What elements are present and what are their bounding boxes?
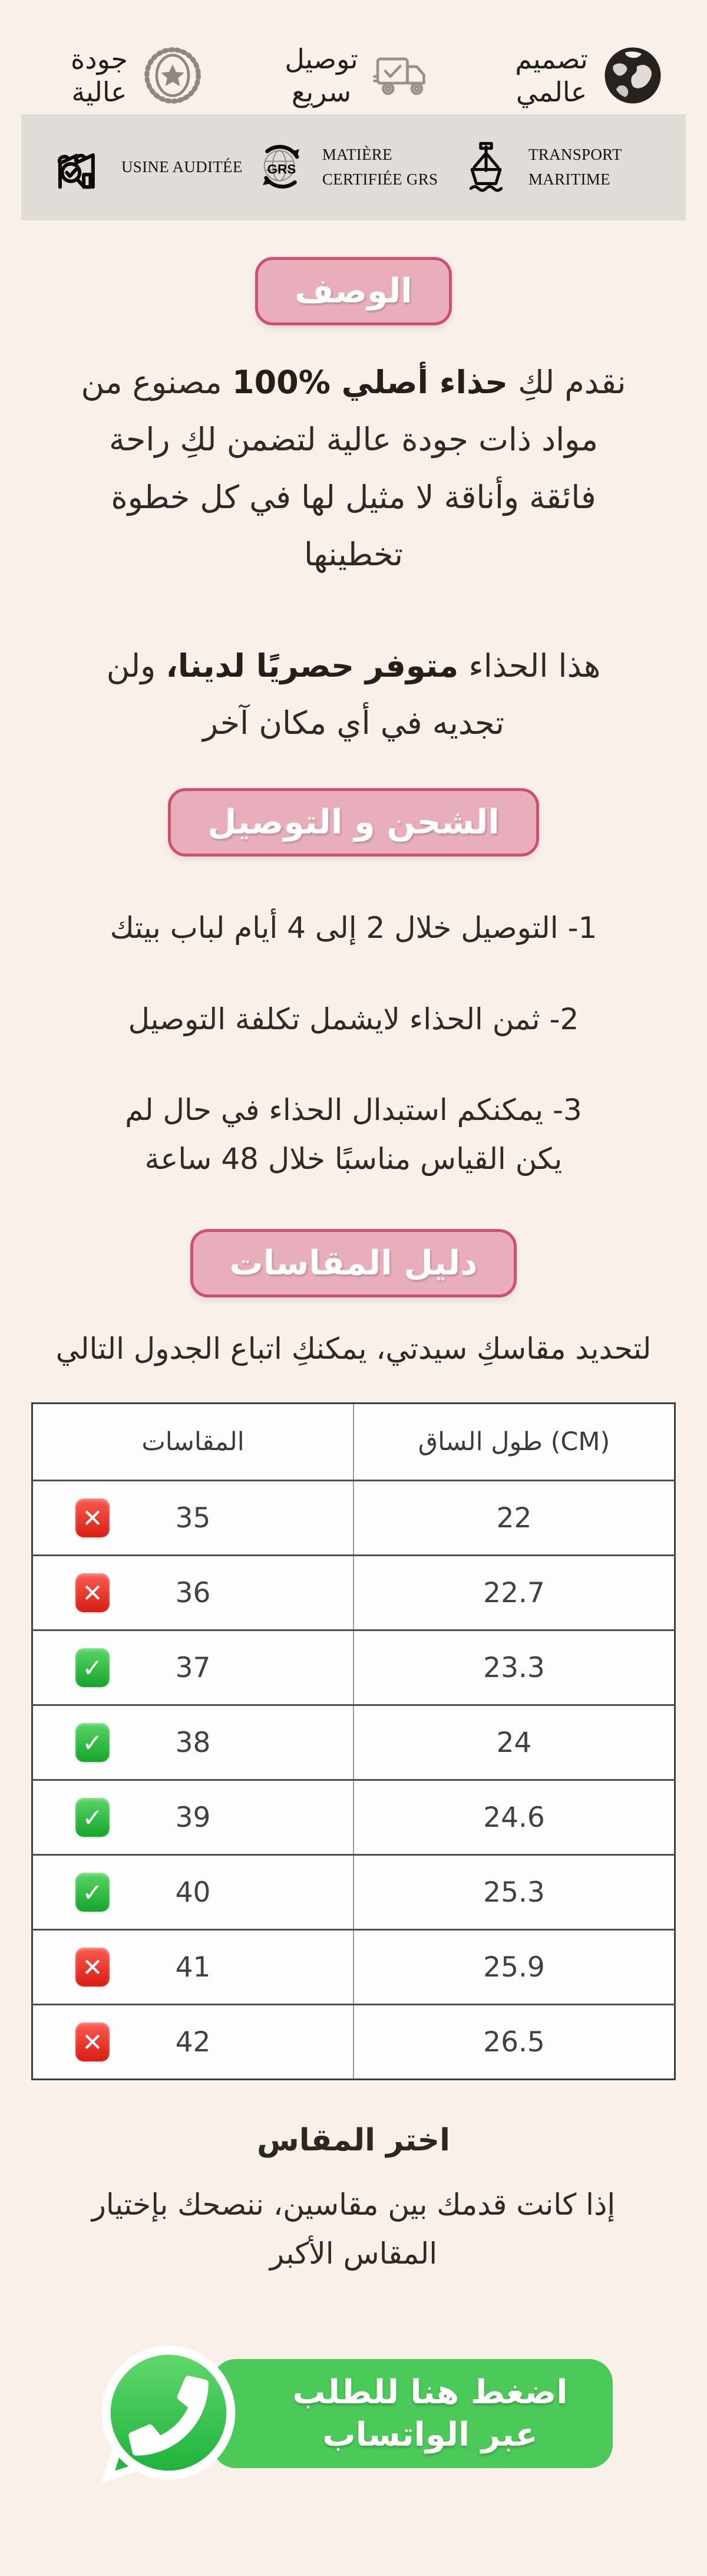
- badge-fast-delivery: توصيل سريع: [285, 42, 435, 108]
- size-advice-text: إذا كانت قدمك بين مقاسين، ننصحك بإختيار …: [91, 2188, 616, 2271]
- badge-label: جودة عالية: [71, 43, 128, 108]
- delivery-truck-icon: [370, 42, 436, 108]
- cert-label: USINE AUDITÉE: [121, 158, 243, 176]
- badge-label: تصميم عالمي: [515, 43, 588, 108]
- badge-high-quality: جودة عالية: [71, 42, 206, 108]
- size-value: 39: [175, 1801, 211, 1834]
- badge-label: توصيل سريع: [285, 43, 358, 108]
- size-guide-section-button[interactable]: دليل المقاسات: [190, 1229, 517, 1298]
- exclusive-bold: متوفر حصريًا لدينا،: [166, 647, 459, 684]
- leg-length-cell: 22: [353, 1480, 675, 1556]
- unavailable-cross-icon: ✕: [75, 1573, 110, 1613]
- cert-label: TRANSPORT MARITIME: [528, 146, 622, 189]
- whatsapp-button-label-line2: عبر الواتساب: [322, 2415, 538, 2454]
- leg-length-cell: 24.6: [353, 1779, 675, 1855]
- svg-text:GRS: GRS: [267, 162, 296, 176]
- leg-length-cell: 23.3: [353, 1629, 675, 1705]
- globe-icon: [600, 42, 666, 108]
- size-value: 38: [175, 1726, 211, 1759]
- shipping-item-1: 1- التوصيل خلال 2 إلى 4 أيام لباب بيتك: [110, 911, 597, 946]
- whatsapp-button-body[interactable]: اضغط هنا للطلب عبر الواتساب: [212, 2359, 613, 2469]
- size-guide-intro: لتحديد مقاسكِ سيدتي، يمكنكِ اتباع الجدول…: [55, 1332, 652, 1366]
- whatsapp-button-label-line1: اضغط هنا للطلب: [292, 2373, 568, 2412]
- certification-bar: USINE AUDITÉE GRS: [21, 114, 686, 221]
- whatsapp-order-button[interactable]: اضغط هنا للطلب عبر الواتساب: [94, 2341, 613, 2490]
- quality-medal-icon: [140, 42, 206, 108]
- available-check-icon: ✓: [75, 1873, 110, 1912]
- size-table: (CM) طول الساق المقاسات 22 ✕ 35 22.7 ✕ 36 …: [31, 1402, 676, 2081]
- cargo-ship-icon: [459, 139, 516, 196]
- unavailable-cross-icon: ✕: [75, 1948, 110, 1987]
- size-cell: ✕ 41: [32, 1929, 353, 2005]
- available-check-icon: ✓: [75, 1723, 110, 1763]
- cert-usine-auditee: USINE AUDITÉE: [52, 139, 243, 196]
- table-row: 24 ✓ 38: [32, 1704, 675, 1780]
- leg-length-column-header: (CM) طول الساق: [353, 1403, 675, 1481]
- unavailable-cross-icon: ✕: [75, 2022, 110, 2062]
- available-check-icon: ✓: [75, 1648, 110, 1688]
- size-cell: ✓ 38: [32, 1704, 353, 1780]
- leg-length-cell: 24: [353, 1704, 675, 1780]
- size-value: 37: [175, 1651, 211, 1684]
- leg-length-cell: 26.5: [353, 2004, 675, 2080]
- leg-length-cell: 25.9: [353, 1929, 675, 2005]
- badge-global-design: تصميم عالمي: [515, 42, 666, 108]
- size-value: 40: [175, 1876, 211, 1909]
- size-cell: ✕ 42: [32, 2004, 353, 2080]
- feature-badges-row: تصميم عالمي توصيل سريع: [0, 0, 707, 108]
- size-cell: ✕ 36: [32, 1554, 353, 1630]
- description-bold: حذاء أصلي %100: [232, 364, 508, 401]
- size-value: 35: [175, 1501, 211, 1534]
- table-row: 25.9 ✕ 41: [32, 1929, 675, 2005]
- table-row: 23.3 ✓ 37: [32, 1629, 675, 1705]
- cert-transport-maritime: TRANSPORT MARITIME: [459, 139, 655, 196]
- shipping-section-button[interactable]: الشحن و التوصيل: [168, 788, 539, 857]
- description-section-button[interactable]: الوصف: [255, 257, 452, 326]
- grs-certified-icon: GRS: [253, 139, 309, 196]
- size-value: 41: [175, 1951, 211, 1984]
- factory-audit-icon: [52, 139, 108, 196]
- whatsapp-icon: [94, 2341, 243, 2490]
- leg-length-cell: 22.7: [353, 1554, 675, 1630]
- size-cell: ✓ 40: [32, 1854, 353, 1930]
- sizes-column-header: المقاسات: [141, 1427, 245, 1457]
- unavailable-cross-icon: ✕: [75, 1498, 110, 1538]
- size-cell: ✓ 37: [32, 1629, 353, 1705]
- shipping-item-3: 3- يمكنكم استبدال الحذاء في حال لم يكن ا…: [125, 1093, 582, 1176]
- table-row: 22.7 ✕ 36: [32, 1554, 675, 1630]
- size-cell: ✕ 35: [32, 1480, 353, 1556]
- table-row: 26.5 ✕ 42: [32, 2004, 675, 2080]
- size-cell: ✓ 39: [32, 1779, 353, 1855]
- available-check-icon: ✓: [75, 1798, 110, 1837]
- table-row: 24.6 ✓ 39: [32, 1779, 675, 1855]
- table-row: 25.3 ✓ 40: [32, 1854, 675, 1930]
- size-table-header-row: (CM) طول الساق المقاسات: [32, 1403, 675, 1481]
- leg-length-cell: 25.3: [353, 1854, 675, 1930]
- cert-label: MATIÈRE CERTIFIÉE GRS: [322, 146, 438, 189]
- exclusive-text: هذا الحذاء متوفر حصريًا لدينا، ولن تجديه…: [106, 647, 601, 742]
- size-value: 42: [175, 2025, 211, 2058]
- shipping-item-2: 2- ثمن الحذاء لايشمل تكلفة التوصيل: [128, 1002, 579, 1036]
- table-row: 22 ✕ 35: [32, 1480, 675, 1556]
- size-value: 36: [175, 1576, 211, 1609]
- description-text: نقدم لكِ حذاء أصلي %100 مصنوع من مواد ذا…: [81, 364, 626, 573]
- cert-matiere-grs: GRS MATIÈRE CERTIFIÉE GRS: [253, 139, 449, 196]
- choose-size-heading: اختر المقاس: [257, 2123, 450, 2159]
